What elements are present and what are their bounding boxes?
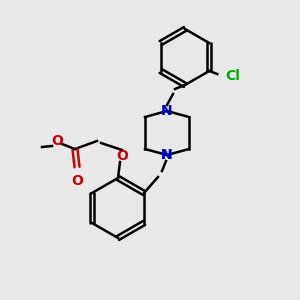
Text: N: N [161, 104, 173, 118]
Text: O: O [116, 149, 128, 163]
Text: N: N [161, 148, 173, 162]
Text: O: O [51, 134, 63, 148]
Text: O: O [71, 174, 83, 188]
Text: N: N [161, 148, 173, 162]
Text: Cl: Cl [225, 69, 240, 83]
